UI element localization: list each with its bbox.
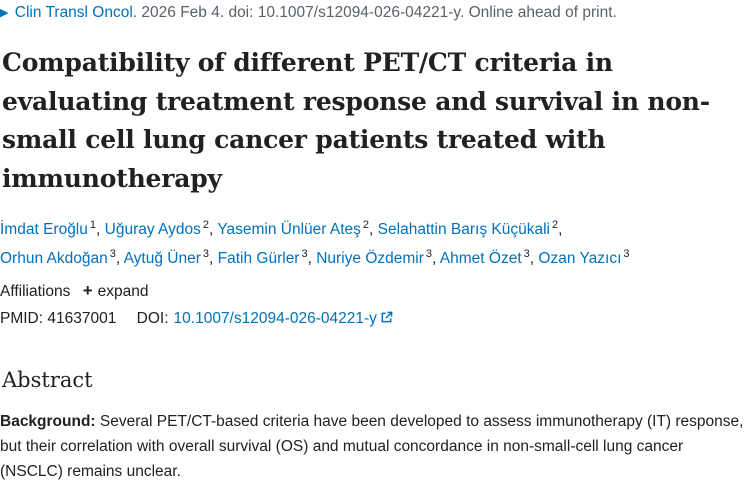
external-link-icon [381,311,393,323]
author-link[interactable]: Ozan Yazıcı [538,250,622,267]
author-link[interactable]: İmdat Eroğlu [0,221,88,238]
pmid-value: 41637001 [47,310,117,327]
expand-label: expand [97,283,149,300]
plus-icon: + [82,281,93,300]
author-link[interactable]: Selahattin Barış Küçükali [377,221,550,238]
author-item: Uğuray Aydos 2 [104,219,209,238]
doi-link[interactable]: 10.1007/s12094-026-04221-y [174,310,393,327]
author-item: Aytuğ Üner 3 [123,248,210,267]
author-item: Ahmet Özet 3 [439,248,530,267]
article-title: Compatibility of different PET/CT criter… [2,48,710,193]
author-item: İmdat Eroğlu 1 [0,219,97,238]
abstract-background-label: Background: [0,413,96,430]
author-affiliation-number[interactable]: 2 [362,219,370,231]
author-link[interactable]: Aytuğ Üner [123,250,201,267]
pmid-label: PMID: [0,310,44,327]
triangle-right-icon: ▶ [0,7,9,19]
author-affiliation-number[interactable]: 3 [523,248,530,260]
journal-link[interactable]: Clin Transl Oncol [14,4,133,21]
author-link[interactable]: Orhun Akdoğan [0,250,108,267]
author-link[interactable]: Nuriye Özdemir [316,250,424,267]
author-affiliation-number[interactable]: 3 [301,248,308,260]
author-affiliation-number[interactable]: 3 [202,248,210,260]
author-item: Selahattin Barış Küçükali 2 [377,219,559,238]
abstract-heading: Abstract [2,368,93,392]
citation-line: ▶ Clin Transl Oncol. 2026 Feb 4. doi: 10… [0,3,617,23]
affiliations-label: Affiliations [0,283,71,300]
doi-label: DOI: [136,310,169,327]
author-list: İmdat Eroğlu 1, Uğuray Aydos 2, Yasemin Ün… [0,219,630,267]
author-item: Fatih Gürler 3 [217,248,308,267]
citation-details: . 2026 Feb 4. doi: 10.1007/s12094-026-04… [132,4,617,21]
author-link[interactable]: Uğuray Aydos [104,221,201,238]
abstract-background-text: Several PET/CT-based criteria have been … [0,413,744,480]
author-affiliation-number[interactable]: 2 [202,219,209,231]
author-link[interactable]: Fatih Gürler [217,250,300,267]
author-affiliation-number[interactable]: 2 [552,219,559,231]
author-affiliation-number[interactable]: 3 [623,248,630,260]
author-affiliation-number[interactable]: 3 [425,248,433,260]
identifiers-row: PMID: 41637001 DOI: 10.1007/s12094-026-04… [0,309,393,329]
author-item: Orhun Akdoğan 3 [0,248,116,267]
author-affiliation-number[interactable]: 1 [89,219,97,231]
author-affiliation-number[interactable]: 3 [109,248,116,260]
author-item: Ozan Yazıcı 3 [538,248,630,267]
author-link[interactable]: Ahmet Özet [439,250,522,267]
author-link[interactable]: Yasemin Ünlüer Ateş [217,221,361,238]
abstract-background-paragraph: Background: Several PET/CT-based criteri… [0,409,745,484]
affiliations-toggle-row: Affiliations + expand [0,281,148,302]
author-item: Yasemin Ünlüer Ateş 2 [217,219,370,238]
doi-link-text: 10.1007/s12094-026-04221-y [173,310,377,327]
affiliations-expand-button[interactable]: + expand [82,281,149,300]
author-item: Nuriye Özdemir 3 [316,248,433,267]
